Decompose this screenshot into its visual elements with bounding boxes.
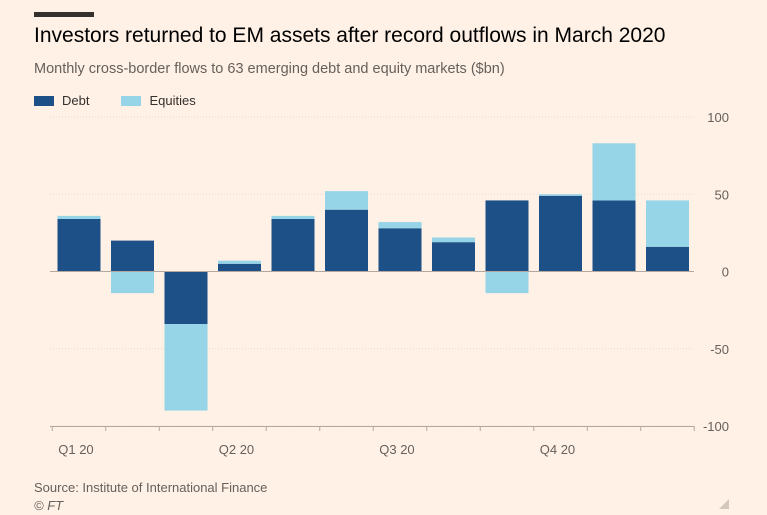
bar-debt bbox=[111, 240, 154, 272]
bar-chart: 100 50 0 -50 -100 Q1 20 Q2 20 Q3 20 Q4 20 bbox=[50, 110, 729, 457]
x-tick-label: Q2 20 bbox=[219, 442, 254, 457]
bar-equities bbox=[646, 200, 689, 247]
x-tick-label: Q4 20 bbox=[540, 442, 575, 457]
bar-debt bbox=[271, 218, 315, 272]
bar-equities bbox=[539, 194, 582, 196]
y-tick-label: -100 bbox=[703, 419, 729, 434]
bar-equities bbox=[378, 222, 422, 229]
y-tick-label: 100 bbox=[707, 110, 729, 125]
bar-debt bbox=[218, 263, 261, 272]
bar-equities bbox=[325, 191, 368, 210]
x-tick-label: Q3 20 bbox=[379, 442, 414, 457]
legend-label-debt: Debt bbox=[62, 93, 90, 108]
legend-item-equities: Equities bbox=[121, 93, 196, 108]
bar-debt bbox=[485, 200, 529, 272]
bar-equities bbox=[111, 271, 154, 294]
bar-debt bbox=[592, 200, 636, 272]
bar-equities bbox=[485, 271, 529, 294]
bar-debt bbox=[325, 209, 368, 272]
bar-equities bbox=[592, 143, 636, 201]
legend-item-debt: Debt bbox=[34, 93, 89, 108]
bar-debt bbox=[432, 242, 475, 272]
y-tick-label: 0 bbox=[722, 265, 729, 280]
chart-subtitle: Monthly cross-border flows to 63 emergin… bbox=[34, 61, 505, 77]
bar-debt bbox=[164, 271, 208, 325]
resize-corner-icon bbox=[719, 499, 729, 509]
bar-debt bbox=[378, 228, 422, 272]
bar-equities bbox=[271, 215, 315, 219]
y-tick-label: 50 bbox=[715, 187, 729, 202]
bar-debt bbox=[57, 218, 101, 272]
ft-brand-bar bbox=[34, 12, 94, 17]
legend-label-equities: Equities bbox=[149, 93, 196, 108]
legend-swatch-equities bbox=[121, 95, 142, 106]
chart-legend: Debt Equities bbox=[34, 93, 228, 108]
legend-swatch-debt bbox=[34, 95, 54, 106]
x-tick-label: Q1 20 bbox=[58, 442, 93, 457]
bar-equities bbox=[432, 237, 475, 243]
bar-equities bbox=[57, 215, 101, 219]
source-note: Source: Institute of International Finan… bbox=[34, 480, 268, 495]
bar-equities bbox=[218, 260, 261, 264]
copyright-note: © FT bbox=[34, 498, 64, 513]
chart-title: Investors returned to EM assets after re… bbox=[34, 24, 666, 47]
bar-debt bbox=[539, 195, 582, 272]
bar-equities bbox=[164, 324, 208, 411]
y-tick-label: -50 bbox=[710, 342, 729, 357]
bar-debt bbox=[646, 246, 689, 272]
